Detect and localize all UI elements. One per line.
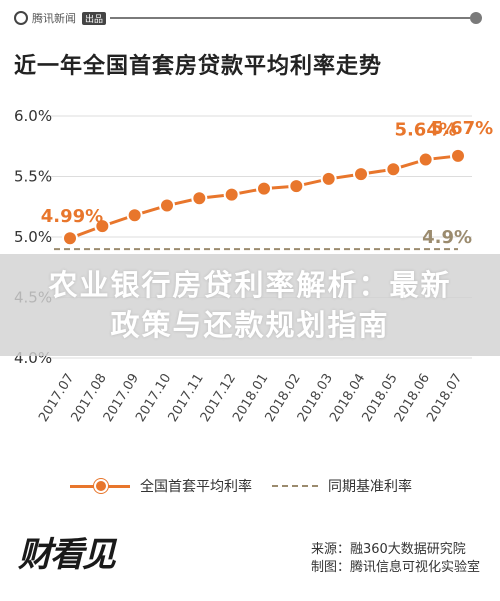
data-label: 4.99% [41,206,103,227]
data-point [256,180,272,197]
overlay-banner: 农业银行房贷利率解析：最新政策与还款规划指南 [0,254,500,356]
data-point [450,147,466,164]
data-point [417,151,434,168]
caikanjian-logo: 财看见 [18,535,116,575]
data-point [320,170,337,187]
chart-title: 近一年全国首套房贷款平均利率走势 [14,54,383,79]
data-point [126,207,143,224]
brand: 腾讯新闻 出品 [14,10,107,26]
legend-line-marker-icon [70,478,130,493]
legend-item-benchmark-rate: 同期基准利率 [272,476,412,496]
legend-label-benchmark-rate: 同期基准利率 [328,479,412,495]
legend-label-average-rate: 全国首套平均利率 [140,479,252,495]
data-point [94,218,111,235]
data-label: 5.64% [394,120,456,141]
data-label: 5.67% [431,118,493,139]
source-credit: 来源：融360大数据研究院 [310,542,466,557]
producer-credit: 制图：腾讯信息可视化实验室 [310,560,480,575]
data-point [191,190,208,207]
top-bar: 腾讯新闻 出品 [0,0,500,34]
tencent-news-logo-icon [14,11,28,25]
legend-item-average-rate: 全国首套平均利率 [70,476,252,496]
header-dot-icon [470,12,482,24]
data-point [385,161,402,178]
chart-legend: 全国首套平均利率 同期基准利率 [0,470,500,500]
line-chart: 4.0%4.5%5.0%5.5%6.0%2017.072017.082017.0… [14,107,493,425]
data-point [353,166,369,183]
data-point [223,186,240,203]
header-divider [110,17,470,19]
data-point [159,197,175,214]
data-point [288,178,305,195]
brand-name: 腾讯新闻 [32,12,76,25]
legend-dash-marker-icon [272,485,318,487]
data-label: 4.9% [422,227,472,248]
y-tick-label: 5.5% [14,168,52,186]
y-tick-label: 6.0% [14,107,52,125]
y-tick-label: 5.0% [14,228,52,246]
footer-credits: 来源：融360大数据研究院 制图：腾讯信息可视化实验室 [311,541,480,577]
data-point [62,230,78,247]
brand-badge: 出品 [82,11,107,25]
banner-text: 农业银行房贷利率解析：最新政策与还款规划指南 [48,268,452,342]
